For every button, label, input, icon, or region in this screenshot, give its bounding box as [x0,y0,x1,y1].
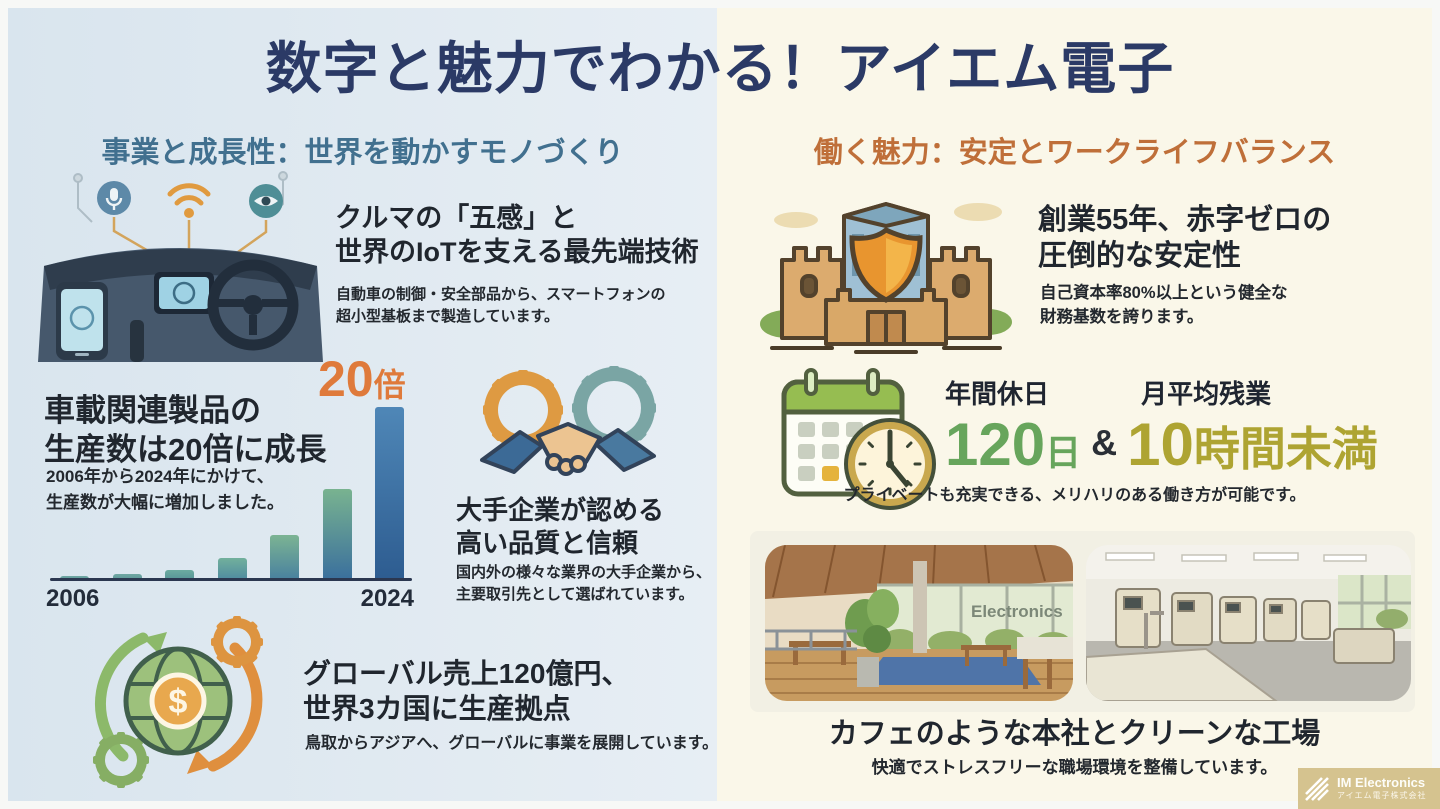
railing [765,629,857,651]
chart-bar [375,407,404,580]
chart-bar [270,535,299,580]
office-photo: Electronics [765,545,1073,701]
chart-bar [217,558,247,580]
tech-heading: クルマの「五感」と 世界のIoTを支える最先端技術 [335,203,699,267]
global-heading: グローバル売上120億円、 世界3カ国に生産拠点 [303,658,630,724]
growth-multiplier-annotation: 20倍 [318,351,406,407]
quality-heading: 大手企業が認める 高い品質と信頼 [456,495,665,558]
holiday-stat: 年間休日 120日 [945,374,1081,475]
logo-text: IM Electronics アイエム電子株式会社 [1337,774,1427,801]
logo-name: IM Electronics [1337,774,1426,790]
holiday-value: 120日 [945,411,1082,478]
chart-bar [112,574,142,580]
blue-carpet [861,657,1041,685]
right-section-header: 働く魅力：安定とワークライフバランス [813,137,1336,169]
factory-photo [1086,545,1411,701]
worklife-body: プライベートも充実できる、メリハリのある働き方が可能です。 [843,487,1306,504]
global-body: 鳥取からアジアへ、グローバルに事業を展開しています。 [305,735,719,752]
machines [1115,588,1395,664]
photos-card: Electronics [750,531,1415,712]
stability-heading: 創業55年、赤字ゼロの 圧倒的な安定性 [1038,204,1332,273]
chart-bar [322,489,352,580]
chart-tick-2024: 2024 [360,585,414,612]
worklife-stats: 年間休日 120日 & 月平均残業 10時間未満 [945,374,1415,475]
holiday-label: 年間休日 [945,379,1050,409]
stability-body: 自己資本率80%以上という健全な 財務基数を誇ります。 [1040,284,1288,326]
diagonal-stripes-logo-mark [1305,776,1329,801]
chart-x-axis [50,578,412,581]
overtime-label: 月平均残業 [1141,379,1272,409]
quality-body: 国内外の様々な業界の大手企業から、 主要取引先として選ばれています。 [456,564,712,603]
growth-body: 2006年から2024年にかけて、 生産数が大幅に増加しました。 [46,467,284,512]
company-logo: IM Electronics アイエム電子株式会社 [1298,768,1440,809]
overtime-stat: 月平均残業 10時間未満 [1127,374,1378,475]
office-caption-body: 快適でストレスフリーな職場環境を整備しています。 [871,758,1278,777]
chart-bar [165,570,194,580]
growth-heading: 車載関連製品の 生産数は20倍に成長 [44,393,327,467]
tech-body: 自動車の制御・安全部品から、スマートフォンの 超小型基板まで製造しています。 [336,286,666,325]
plant [845,589,899,687]
chart-tick-2006: 2006 [46,585,100,612]
ceiling [1086,545,1411,579]
foreground-bench [1086,647,1278,701]
page-title: 数字と魅力でわかる！アイエム電子 [265,37,1175,100]
office-caption-heading: カフェのような本社とクリーンな工場 [828,718,1321,750]
logo-company: アイエム電子株式会社 [1337,791,1427,801]
pillar [913,561,927,653]
window-sign-text: Electronics [971,602,1063,621]
overtime-value: 10時間未満 [1127,411,1378,478]
tables-stools [789,637,1073,689]
left-section-header: 事業と成長性：世界を動かすモノづくり [101,137,624,169]
ampersand: & [1091,422,1118,463]
production-bar-chart [56,380,416,580]
